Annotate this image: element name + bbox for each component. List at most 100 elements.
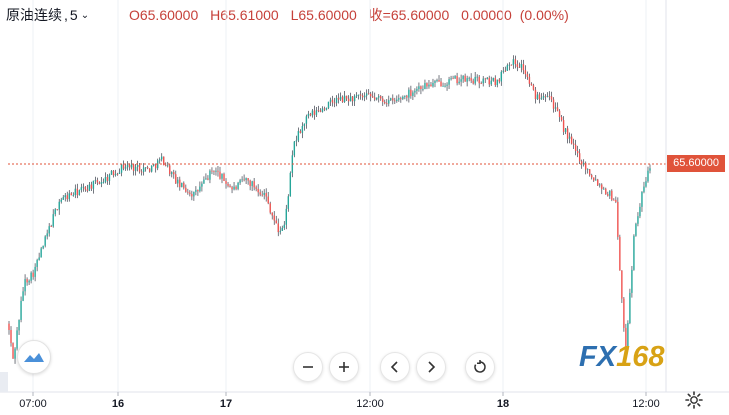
- candle-down: [112, 170, 115, 176]
- candle-up: [20, 300, 22, 320]
- wave-logo-icon: [24, 353, 44, 362]
- candle-up: [645, 181, 647, 187]
- candle-up: [88, 184, 91, 191]
- candle-down: [498, 79, 500, 82]
- candle-up: [68, 193, 70, 200]
- candle-down: [440, 81, 442, 87]
- candle-down: [140, 171, 143, 173]
- candle-up: [414, 90, 416, 93]
- candle-down: [207, 178, 209, 180]
- candle-up: [159, 159, 161, 161]
- candle-up: [199, 186, 201, 192]
- candle-down: [267, 196, 269, 204]
- candle-up: [412, 92, 414, 96]
- candle-up: [564, 128, 567, 132]
- candle-down: [570, 136, 573, 144]
- candle-up: [474, 76, 476, 84]
- timeframe-label[interactable]: 5: [69, 7, 78, 23]
- candle-down: [574, 144, 577, 151]
- candle-up: [629, 292, 631, 323]
- candle-down: [169, 165, 171, 175]
- candle-down: [623, 298, 625, 328]
- candle-up: [30, 272, 32, 281]
- candle-down: [265, 192, 267, 197]
- candle-down: [578, 153, 581, 162]
- candle-down: [165, 165, 167, 166]
- candle-down: [488, 77, 490, 85]
- candle-up: [506, 65, 509, 71]
- candle-up: [388, 100, 390, 104]
- candle-up: [363, 95, 366, 98]
- candle-down: [550, 96, 553, 100]
- candle-down: [106, 176, 109, 181]
- candle-down: [601, 184, 603, 190]
- candle-up: [353, 96, 356, 102]
- zoom-in-button[interactable]: [329, 352, 359, 382]
- candle-up: [442, 85, 444, 87]
- candle-up: [74, 188, 77, 196]
- candle-down: [420, 86, 422, 90]
- candle-down: [154, 164, 157, 169]
- candle-up: [540, 97, 543, 100]
- candle-down: [359, 94, 362, 96]
- candle-up: [637, 216, 639, 224]
- candle-up: [104, 176, 107, 183]
- candle-up: [446, 84, 448, 86]
- zoom-out-button[interactable]: [293, 352, 323, 382]
- candle-down: [480, 83, 482, 85]
- candle-up: [283, 224, 285, 228]
- low-key: L: [290, 7, 299, 23]
- chart-header: 原油连续, 5 ⌄ O65.60000 H65.61000 L65.60000 收…: [6, 5, 577, 25]
- candle-up: [167, 165, 169, 167]
- chevron-down-icon[interactable]: ⌄: [80, 10, 90, 21]
- candle-down: [32, 272, 34, 277]
- candle-down: [548, 95, 551, 97]
- candle-down: [400, 98, 402, 99]
- candle-down: [90, 184, 93, 189]
- candle-down: [249, 180, 251, 186]
- chart-logo-button[interactable]: [17, 340, 51, 374]
- scroll-left-button[interactable]: [380, 352, 410, 382]
- candle-up: [281, 227, 283, 231]
- scroll-right-button[interactable]: [416, 352, 446, 382]
- candle-up: [436, 80, 438, 82]
- candle-down: [478, 76, 480, 84]
- candle-down: [187, 191, 189, 193]
- candle-up: [643, 186, 645, 192]
- candle-up: [22, 291, 24, 301]
- candle-up: [181, 182, 183, 188]
- reset-chart-button[interactable]: [465, 352, 495, 382]
- candle-up: [251, 181, 253, 186]
- candle-down: [26, 279, 28, 283]
- candle-up: [536, 94, 539, 100]
- gear-icon[interactable]: [684, 390, 704, 410]
- candle-up: [434, 81, 436, 83]
- candle-down: [524, 70, 527, 75]
- symbol-name[interactable]: 原油连续: [6, 7, 62, 23]
- candle-up: [460, 79, 462, 82]
- candle-down: [217, 170, 219, 172]
- candle-up: [28, 280, 30, 283]
- candle-down: [132, 164, 135, 171]
- candle-down: [351, 96, 354, 102]
- candle-down: [516, 64, 519, 67]
- candle-up: [102, 182, 105, 183]
- candle-up: [48, 226, 50, 234]
- candle-down: [189, 192, 191, 195]
- candle-up: [303, 123, 306, 127]
- candle-up: [42, 245, 44, 249]
- candle-down: [593, 177, 595, 181]
- candle-up: [114, 173, 117, 176]
- candle-up: [142, 167, 145, 172]
- scroll-handle[interactable]: [0, 372, 8, 392]
- candle-down: [271, 212, 273, 216]
- candle-up: [120, 164, 123, 173]
- candle-down: [534, 89, 537, 100]
- candle-down: [229, 185, 231, 188]
- timeframe-sep: ,: [64, 7, 68, 23]
- candle-down: [558, 110, 561, 117]
- candle-down: [597, 179, 599, 186]
- candle-up: [293, 141, 296, 156]
- candle-down: [70, 193, 72, 196]
